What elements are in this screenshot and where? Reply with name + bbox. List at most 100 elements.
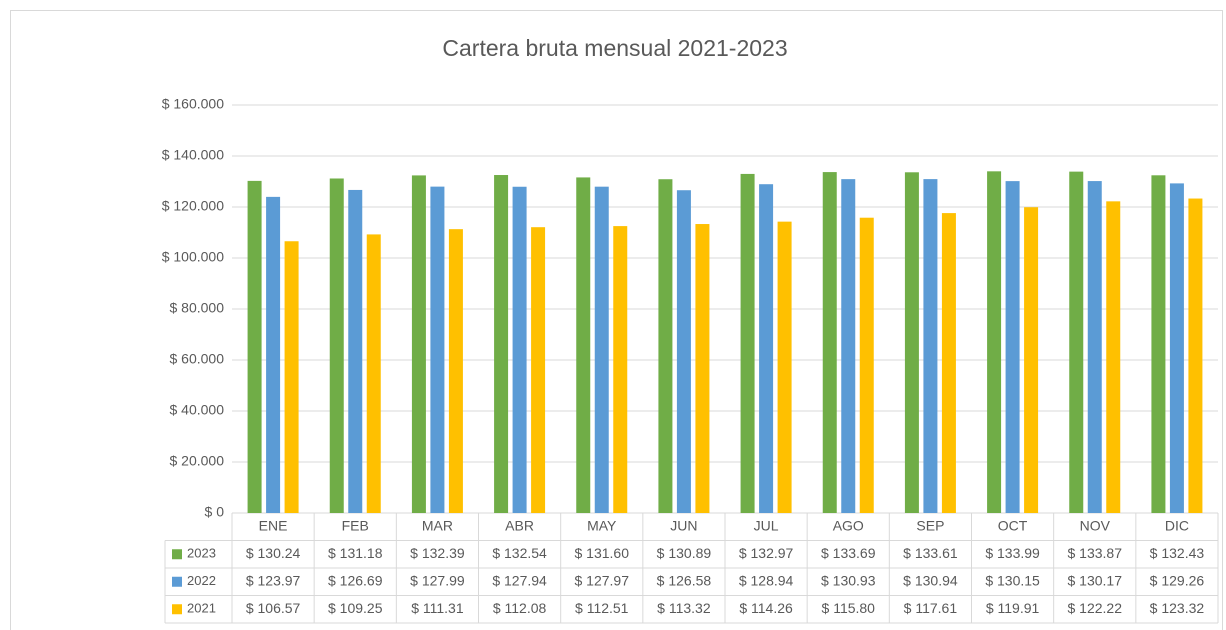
- bar: [1005, 181, 1020, 513]
- data-table-value: $ 131.60: [575, 545, 630, 561]
- legend-label: 2023: [187, 546, 216, 561]
- data-table-value: $ 106.57: [246, 600, 301, 616]
- legend-label: 2022: [187, 573, 216, 588]
- bar: [859, 217, 874, 513]
- data-table-value: $ 130.93: [821, 572, 876, 588]
- data-table-value: $ 114.26: [739, 600, 793, 616]
- bar: [941, 213, 956, 514]
- x-tick-label: ENE: [259, 517, 288, 533]
- data-table-value: $ 111.31: [411, 600, 464, 616]
- bar: [247, 180, 262, 513]
- chart-title: Cartera bruta mensual 2021-2023: [442, 35, 787, 61]
- x-tick-label: ABR: [505, 517, 534, 533]
- bar: [284, 241, 299, 513]
- bar: [348, 189, 363, 514]
- y-tick-label: $ 140.000: [162, 147, 224, 163]
- data-table-value: $ 133.61: [903, 545, 958, 561]
- legend-swatch: [172, 549, 182, 560]
- data-table-value: $ 132.97: [739, 545, 794, 561]
- bar: [822, 172, 837, 513]
- data-table-value: $ 112.08: [493, 600, 547, 616]
- bar: [1188, 198, 1203, 513]
- bar: [1087, 181, 1102, 513]
- x-tick-label: MAY: [587, 517, 617, 533]
- data-table-value: $ 126.58: [657, 572, 712, 588]
- bar: [740, 173, 755, 513]
- y-tick-label: $ 100.000: [162, 249, 224, 265]
- bar: [1106, 201, 1121, 514]
- bar: [448, 229, 463, 514]
- data-table-value: $ 109.25: [328, 600, 383, 616]
- data-table-value: $ 133.69: [821, 545, 876, 561]
- bar: [1024, 207, 1039, 514]
- x-tick-label: JUL: [754, 517, 779, 533]
- data-table-value: $ 115.80: [822, 600, 876, 616]
- y-tick-label: $ 60.000: [170, 351, 225, 367]
- legend-label: 2021: [187, 601, 216, 616]
- data-table-value: $ 127.99: [410, 572, 465, 588]
- bar: [613, 226, 628, 514]
- bar: [987, 171, 1002, 513]
- data-table-value: $ 133.99: [985, 545, 1040, 561]
- bar: [576, 177, 591, 514]
- bar: [676, 190, 691, 513]
- bar: [366, 234, 381, 513]
- x-tick-label: DIC: [1165, 517, 1189, 533]
- bar: [759, 184, 774, 513]
- data-table-value: $ 132.39: [410, 545, 465, 561]
- bar: [777, 221, 792, 513]
- data-table-value: $ 132.54: [492, 545, 547, 561]
- y-tick-label: $ 80.000: [170, 300, 225, 316]
- y-tick-label: $ 0: [205, 504, 225, 520]
- data-table-value: $ 130.17: [1068, 572, 1123, 588]
- data-table-value: $ 123.97: [246, 572, 301, 588]
- data-table-value: $ 122.22: [1068, 600, 1123, 616]
- bar: [695, 224, 710, 513]
- x-tick-label: MAR: [422, 517, 453, 533]
- bar: [1151, 175, 1166, 513]
- bar: [841, 179, 856, 514]
- bar: [1169, 183, 1184, 513]
- data-table-value: $ 128.94: [739, 572, 794, 588]
- data-table-value: $ 119.91: [986, 600, 1040, 616]
- bar: [266, 196, 281, 513]
- y-tick-label: $ 40.000: [170, 402, 225, 418]
- x-tick-label: SEP: [916, 517, 944, 533]
- y-tick-label: $ 120.000: [162, 198, 224, 214]
- bar: [904, 172, 919, 513]
- data-table-value: $ 127.94: [492, 572, 547, 588]
- bar: [658, 179, 673, 513]
- y-tick-label: $ 160.000: [162, 96, 224, 112]
- data-table-value: $ 130.89: [657, 545, 712, 561]
- x-tick-label: FEB: [342, 517, 369, 533]
- data-table-value: $ 113.32: [657, 600, 711, 616]
- bar: [594, 186, 609, 513]
- x-tick-label: JUN: [670, 517, 697, 533]
- data-table-value: $ 112.51: [575, 600, 629, 616]
- x-tick-label: NOV: [1080, 517, 1111, 533]
- data-table-value: $ 129.26: [1150, 572, 1205, 588]
- y-tick-label: $ 20.000: [170, 453, 225, 469]
- x-tick-label: AGO: [833, 517, 864, 533]
- data-table-value: $ 132.43: [1150, 545, 1205, 561]
- bar: [1069, 171, 1084, 513]
- bar: [531, 227, 546, 514]
- bar: [494, 175, 509, 513]
- data-table-value: $ 130.15: [985, 572, 1040, 588]
- bar: [329, 178, 344, 513]
- bar: [411, 175, 426, 513]
- legend-swatch: [172, 576, 182, 587]
- data-table-value: $ 123.32: [1150, 600, 1205, 616]
- bar: [923, 179, 938, 513]
- data-table-value: $ 131.18: [328, 545, 383, 561]
- legend-swatch: [172, 604, 182, 615]
- bar: [430, 186, 445, 514]
- data-table-value: $ 130.94: [903, 572, 958, 588]
- data-table-value: $ 133.87: [1068, 545, 1123, 561]
- bar: [512, 186, 527, 514]
- x-tick-label: OCT: [998, 517, 1028, 533]
- data-table-value: $ 127.97: [575, 572, 630, 588]
- data-table-value: $ 126.69: [328, 572, 383, 588]
- data-table-value: $ 130.24: [246, 545, 301, 561]
